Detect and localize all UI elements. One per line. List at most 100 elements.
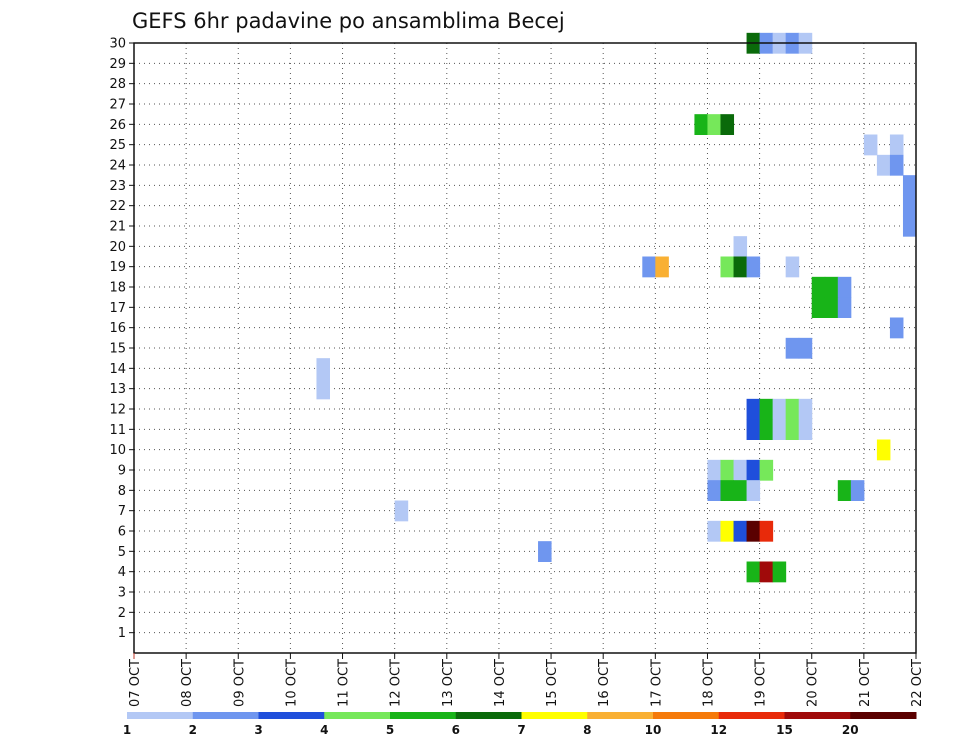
y-tick-label: 24 xyxy=(109,159,126,174)
x-tick-label: 19 OCT xyxy=(754,659,769,707)
heat-cell xyxy=(785,419,800,440)
heat-cell xyxy=(733,256,748,278)
x-tick-label: 21 OCT xyxy=(858,659,873,707)
heat-cell xyxy=(694,114,708,135)
colorbar-label: 20 xyxy=(842,723,859,737)
y-tick-label: 4 xyxy=(118,565,126,580)
y-tick-label: 27 xyxy=(109,98,126,113)
colorbar-swatch xyxy=(521,712,588,719)
y-tick-label: 16 xyxy=(109,321,126,336)
colorbar-swatch xyxy=(455,712,522,719)
heat-cell xyxy=(720,256,735,278)
heat-cell xyxy=(889,134,904,156)
heat-cell xyxy=(746,459,761,481)
colorbar-label: 10 xyxy=(645,723,662,737)
colorbar-swatch xyxy=(587,712,654,719)
y-tick-label: 1 xyxy=(118,626,126,641)
x-tick-label: 18 OCT xyxy=(701,659,716,707)
heat-cell xyxy=(798,419,813,440)
colorbar-label: 1 xyxy=(123,723,131,737)
heat-cell xyxy=(394,500,409,522)
y-tick-label: 28 xyxy=(109,77,126,92)
heat-cell xyxy=(746,480,761,501)
heat-cell xyxy=(902,215,917,237)
x-tick-label: 07 OCT xyxy=(128,659,143,707)
colorbar: 1 2 3 4 5 6 7 8 10 12 15 20 xyxy=(123,712,917,737)
heat-cell xyxy=(746,256,761,278)
chart-cells xyxy=(316,32,917,583)
heat-cell xyxy=(876,154,891,176)
heat-cell xyxy=(863,134,878,156)
heat-cell xyxy=(772,561,787,583)
y-tick-label: 18 xyxy=(109,281,126,296)
colorbar-swatch xyxy=(718,712,785,719)
heat-cell xyxy=(707,459,721,481)
heat-cell xyxy=(642,256,656,278)
heat-cell xyxy=(733,480,748,501)
colorbar-label: 4 xyxy=(320,723,328,737)
heat-cell xyxy=(707,520,721,542)
x-tick-label: 11 OCT xyxy=(337,659,352,707)
heat-cell xyxy=(772,398,787,420)
x-tick-label: 15 OCT xyxy=(545,659,560,707)
y-tick-label: 22 xyxy=(109,199,126,214)
heat-cell xyxy=(811,276,826,298)
colorbar-swatch xyxy=(192,712,259,719)
x-tick-label: 14 OCT xyxy=(493,659,508,707)
x-tick-label: 20 OCT xyxy=(806,659,821,707)
x-tick-label: 08 OCT xyxy=(180,659,195,707)
y-tick-label: 6 xyxy=(118,525,126,540)
heat-cell xyxy=(798,337,813,359)
y-tick-label: 12 xyxy=(109,403,126,418)
x-tick-label: 17 OCT xyxy=(649,659,664,707)
colorbar-swatch xyxy=(127,712,194,719)
y-tick-label: 5 xyxy=(118,545,126,560)
y-tick-label: 8 xyxy=(118,484,126,499)
x-tick-label: 10 OCT xyxy=(284,659,299,707)
x-tick-label: 09 OCT xyxy=(232,659,247,707)
heat-cell xyxy=(759,520,774,542)
heat-cell xyxy=(655,256,669,278)
y-tick-label: 3 xyxy=(118,586,126,601)
y-tick-label: 19 xyxy=(109,260,126,275)
colorbar-label: 5 xyxy=(386,723,394,737)
heat-cell xyxy=(785,337,800,359)
heat-cell xyxy=(837,480,852,501)
heat-cell xyxy=(850,480,865,501)
y-tick-label: 26 xyxy=(109,118,126,133)
colorbar-label: 2 xyxy=(189,723,197,737)
y-tick-label: 2 xyxy=(118,606,126,621)
heat-cell xyxy=(876,439,891,461)
heat-cell xyxy=(538,541,552,562)
y-tick-label: 21 xyxy=(109,220,126,235)
colorbar-swatch xyxy=(850,712,917,719)
heat-cell xyxy=(746,561,761,583)
y-tick-label: 13 xyxy=(109,382,126,397)
heat-cell xyxy=(824,297,839,318)
y-tick-label: 15 xyxy=(109,342,126,357)
colorbar-label: 3 xyxy=(254,723,262,737)
y-tick-label: 11 xyxy=(109,423,126,438)
heat-cell xyxy=(759,398,774,420)
heat-cell xyxy=(733,520,748,542)
heat-cell xyxy=(316,378,330,400)
heat-cell xyxy=(316,358,330,379)
y-tick-label: 14 xyxy=(109,362,126,377)
y-tick-label: 17 xyxy=(109,301,126,316)
x-tick-label: 12 OCT xyxy=(389,659,404,707)
heat-cell xyxy=(902,175,917,196)
heat-cell xyxy=(759,459,774,481)
colorbar-swatch xyxy=(653,712,720,719)
y-axis: 1234567891011121314151617181920212223242… xyxy=(109,37,134,641)
chart-title: GEFS 6hr padavine po ansamblima Becej xyxy=(132,9,565,33)
heat-cell xyxy=(746,520,761,542)
x-tick-label: 13 OCT xyxy=(441,659,456,707)
x-axis: 07 OCT 08 OCT 09 OCT 10 OCT 11 OCT 12 OCT 13 O… xyxy=(128,653,925,707)
heat-cell xyxy=(746,398,761,420)
y-tick-label: 10 xyxy=(109,443,126,458)
colorbar-label: 8 xyxy=(583,723,591,737)
heat-cell xyxy=(798,398,813,420)
colorbar-label: 12 xyxy=(710,723,727,737)
y-tick-label: 25 xyxy=(109,138,126,153)
